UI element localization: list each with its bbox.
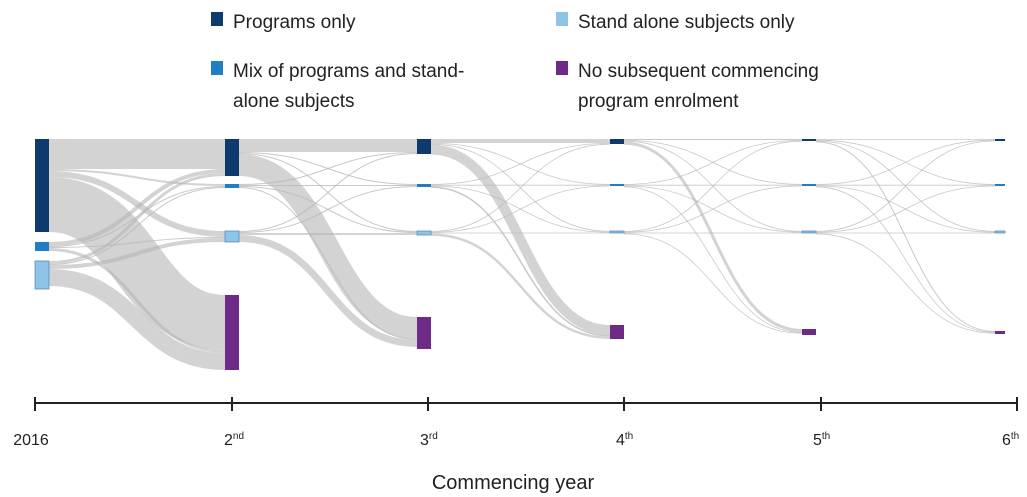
flow-4-standalone-to-mix bbox=[815, 185, 996, 233]
node-col3-standalone bbox=[609, 230, 625, 234]
legend-label-stand-alone-only: Stand alone subjects only bbox=[578, 12, 795, 33]
node-col0-mix bbox=[35, 242, 49, 251]
x-tick-label-0: 2016 bbox=[13, 432, 49, 449]
legend-swatch-no-subsequent bbox=[556, 61, 568, 75]
flow-1-standalone-to-none bbox=[238, 235, 418, 347]
legend-swatch-stand-alone-only bbox=[556, 12, 568, 26]
node-col5-mix bbox=[995, 184, 1005, 186]
flow-2-standalone-to-mix bbox=[430, 185, 611, 233]
node-col5-standalone bbox=[994, 230, 1006, 234]
flow-0-standalone-to-standalone bbox=[48, 238, 226, 269]
node-col2-none bbox=[417, 317, 431, 349]
flow-3-standalone-to-programs bbox=[623, 140, 803, 232]
flow-3-mix-to-none bbox=[623, 186, 803, 333]
node-col3-programs bbox=[610, 139, 624, 144]
node-col2-mix bbox=[417, 184, 431, 187]
node-col1-mix bbox=[225, 184, 239, 188]
flow-2-mix-to-programs bbox=[430, 143, 611, 185]
flow-2-standalone-to-programs bbox=[430, 143, 611, 232]
legend-item-stand-alone-only: Stand alone subjects only bbox=[556, 12, 795, 33]
legend-label-no-subsequent-line-2: program enrolment bbox=[578, 91, 739, 112]
node-col4-mix bbox=[802, 184, 816, 186]
flow-2-programs-to-none bbox=[430, 144, 611, 335]
legend-swatch-programs-only bbox=[211, 12, 223, 26]
flow-0-standalone-to-programs bbox=[48, 173, 226, 264]
node-col1-standalone bbox=[224, 230, 240, 243]
legend-label-mix-line-2: alone subjects bbox=[233, 91, 354, 112]
x-tick-label-1: 2nd bbox=[224, 431, 244, 449]
flow-3-standalone-to-mix bbox=[623, 185, 803, 233]
node-col4-programs bbox=[802, 139, 816, 141]
node-col1-none bbox=[225, 295, 239, 370]
node-col5-none bbox=[995, 331, 1005, 334]
flow-0-programs-to-standalone bbox=[48, 171, 226, 237]
flow-2-mix-to-none bbox=[430, 186, 611, 337]
legend-label-no-subsequent-line-1: No subsequent commencing bbox=[578, 61, 819, 82]
node-col0-programs bbox=[35, 139, 49, 232]
flow-1-standalone-to-mix bbox=[238, 186, 418, 233]
flow-4-standalone-to-none bbox=[815, 233, 996, 334]
node-col4-standalone bbox=[801, 230, 817, 234]
flow-1-mix-to-programs bbox=[238, 152, 418, 185]
legend-item-no-subsequent: No subsequent commencing program enrolme… bbox=[556, 61, 819, 112]
node-col1-programs bbox=[225, 139, 239, 176]
flow-4-mix-to-none bbox=[815, 186, 996, 333]
node-col2-programs bbox=[417, 139, 431, 154]
x-tick-label-4: 5th bbox=[813, 431, 830, 449]
flow-0-standalone-to-mix bbox=[48, 187, 226, 265]
flow-0-mix-to-standalone bbox=[48, 237, 226, 248]
chart-legend: Programs only Stand alone subjects only … bbox=[211, 12, 819, 112]
x-axis-title: Commencing year bbox=[432, 472, 595, 494]
flow-0-standalone-to-none bbox=[48, 269, 226, 370]
flow-1-standalone-to-programs bbox=[238, 153, 418, 232]
node-col3-mix bbox=[610, 184, 624, 186]
flow-4-programs-to-none bbox=[815, 141, 996, 332]
legend-label-mix-line-1: Mix of programs and stand- bbox=[233, 61, 464, 82]
node-col4-none bbox=[802, 329, 816, 335]
flow-0-mix-to-programs bbox=[48, 169, 226, 246]
flow-3-programs-to-none bbox=[623, 141, 803, 332]
flow-2-standalone-to-none bbox=[430, 233, 611, 339]
legend-item-mix: Mix of programs and stand- alone subject… bbox=[211, 61, 464, 112]
x-axis-ticks: 2016 2nd 3rd 4th 5th 6th bbox=[13, 397, 1019, 449]
flow-0-programs-to-mix bbox=[48, 169, 226, 186]
flow-3-standalone-to-none bbox=[623, 233, 803, 334]
x-axis: 2016 2nd 3rd 4th 5th 6th Commencing year bbox=[13, 397, 1019, 494]
category-nodes bbox=[34, 139, 1006, 370]
flow-4-standalone-to-programs bbox=[815, 140, 996, 232]
flow-0-programs-to-none bbox=[47, 177, 227, 350]
node-col3-none bbox=[610, 325, 624, 339]
x-tick-label-5: 6th bbox=[1002, 431, 1019, 449]
node-col0-standalone bbox=[34, 260, 50, 290]
legend-label-programs-only: Programs only bbox=[233, 12, 356, 33]
legend-item-programs-only: Programs only bbox=[211, 12, 356, 33]
flow-links bbox=[47, 138, 996, 370]
legend-swatch-mix bbox=[211, 61, 223, 75]
node-col2-standalone bbox=[416, 230, 432, 236]
flow-1-mix-to-none bbox=[238, 187, 418, 340]
flow-0-mix-to-none bbox=[48, 248, 226, 353]
flow-4-mix-to-programs bbox=[815, 139, 996, 185]
flow-1-programs-to-none bbox=[238, 154, 418, 339]
node-col5-programs bbox=[995, 139, 1005, 141]
x-tick-label-3: 4th bbox=[616, 431, 633, 449]
x-tick-label-2: 3rd bbox=[420, 431, 438, 449]
flow-3-mix-to-programs bbox=[623, 140, 803, 185]
